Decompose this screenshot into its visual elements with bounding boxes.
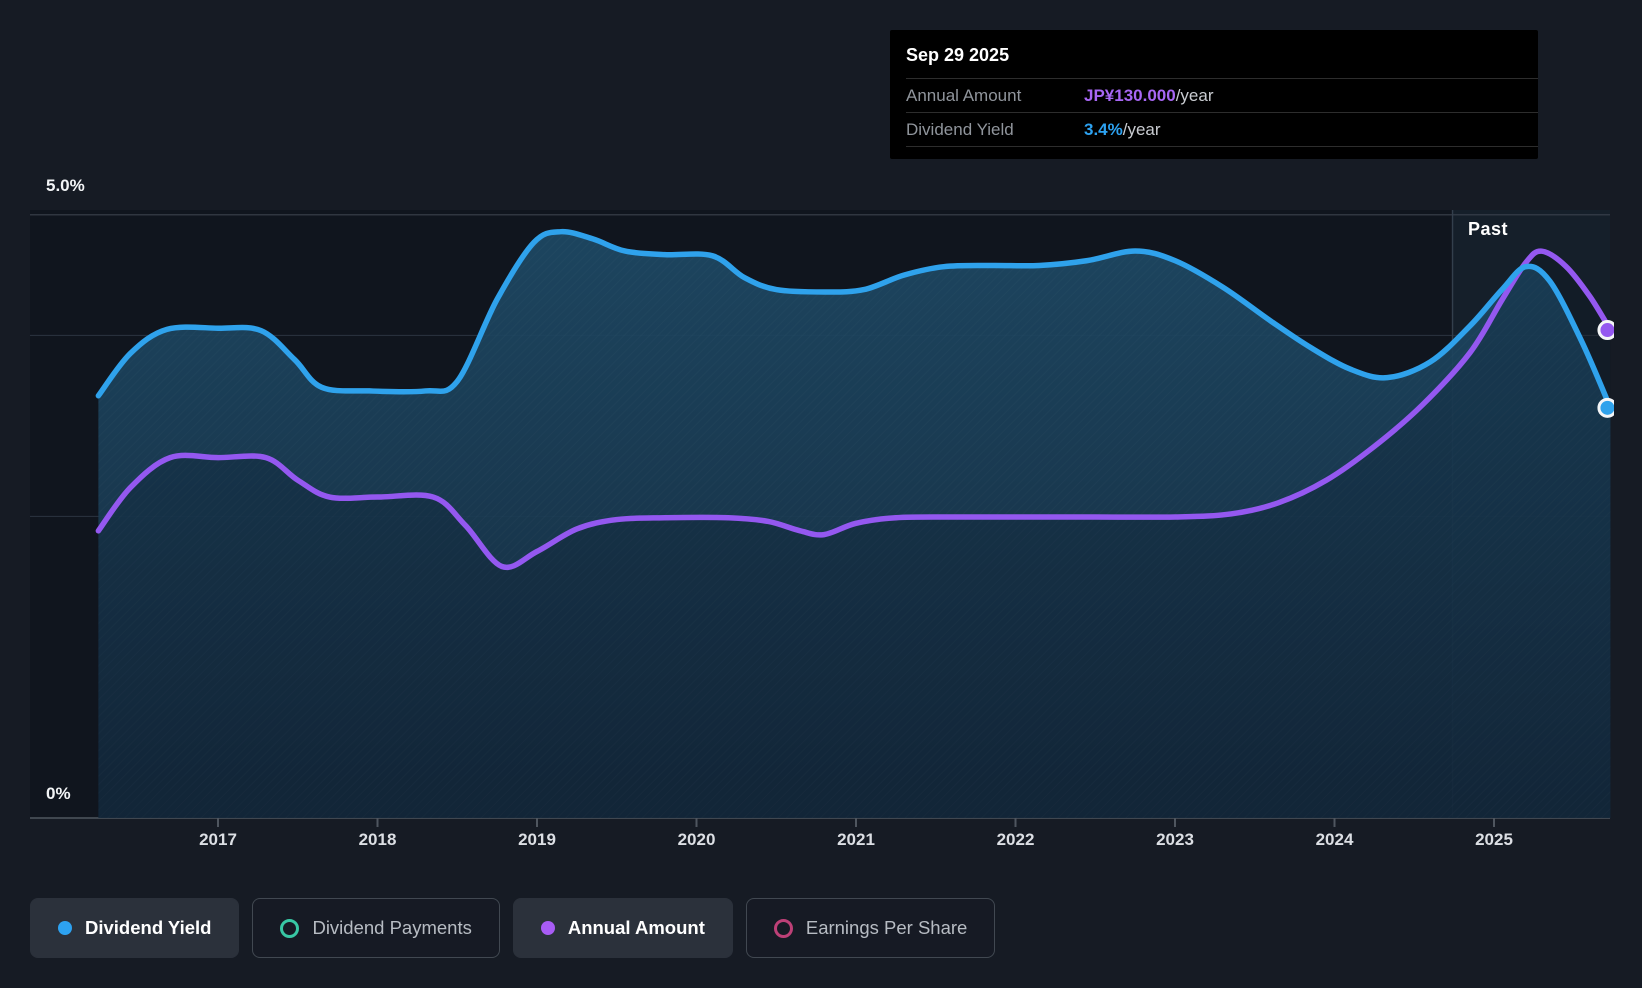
legend-toggle-dividend-yield[interactable]: Dividend Yield: [30, 898, 240, 958]
legend-bar: Dividend Yield Dividend Payments Annual Am…: [30, 898, 996, 958]
x-axis-year-label: 2022: [996, 830, 1035, 849]
tooltip-row: Annual Amount JP¥130.000/year: [906, 78, 1538, 112]
legend-toggle-earnings-per-share[interactable]: Earnings Per Share: [745, 898, 996, 958]
legend-label: Dividend Yield: [85, 917, 212, 938]
legend-marker-icon: [540, 921, 555, 935]
tooltip-date: Sep 29 2025: [906, 45, 1010, 65]
legend-marker-icon: [773, 918, 793, 938]
annual-amount-line: [95, 248, 1614, 571]
annual-amount-end-marker: [1597, 320, 1614, 341]
x-axis-year-label: 2025: [1475, 830, 1513, 849]
chart-tooltip: Sep 29 2025 Annual Amount JP¥130.000/year…: [890, 30, 1538, 159]
tooltip-row-label: Annual Amount: [906, 85, 1022, 105]
dividend-yield-line: [95, 228, 1614, 411]
legend-label: Earnings Per Share: [805, 917, 968, 938]
dividend-yield-end-marker: [1597, 397, 1614, 418]
tooltip-row-value: 3.4%: [1084, 119, 1123, 139]
x-axis-year-label: 2023: [1156, 830, 1194, 849]
x-axis-year-label: 2019: [518, 830, 556, 849]
tooltip-row-suffix: /year: [1122, 119, 1161, 139]
y-axis-top-label: 5.0%: [46, 176, 85, 195]
x-axis-year-label: 2020: [677, 830, 716, 849]
x-axis-year-label: 2024: [1315, 830, 1354, 849]
legend-label: Annual Amount: [567, 917, 705, 938]
past-label: Past: [1468, 219, 1509, 239]
legend-toggle-dividend-payments[interactable]: Dividend Payments: [252, 898, 500, 958]
legend-toggle-annual-amount[interactable]: Annual Amount: [512, 898, 733, 958]
tooltip-row: Dividend Yield 3.4%/year: [906, 112, 1538, 147]
tooltip-row-value: JP¥130.000: [1084, 85, 1176, 105]
legend-marker-icon: [280, 918, 300, 938]
tooltip-row-label: Dividend Yield: [906, 119, 1014, 139]
x-axis-year-label: 2021: [837, 830, 875, 849]
tooltip-row-suffix: /year: [1175, 85, 1214, 105]
annual-amount-undershade: [98, 251, 1611, 818]
x-axis-year-label: 2017: [199, 830, 237, 849]
x-axis-year-label: 2018: [358, 830, 397, 849]
y-axis-bottom-label: 0%: [46, 784, 71, 803]
legend-label: Dividend Payments: [312, 917, 472, 938]
legend-marker-icon: [58, 921, 72, 935]
